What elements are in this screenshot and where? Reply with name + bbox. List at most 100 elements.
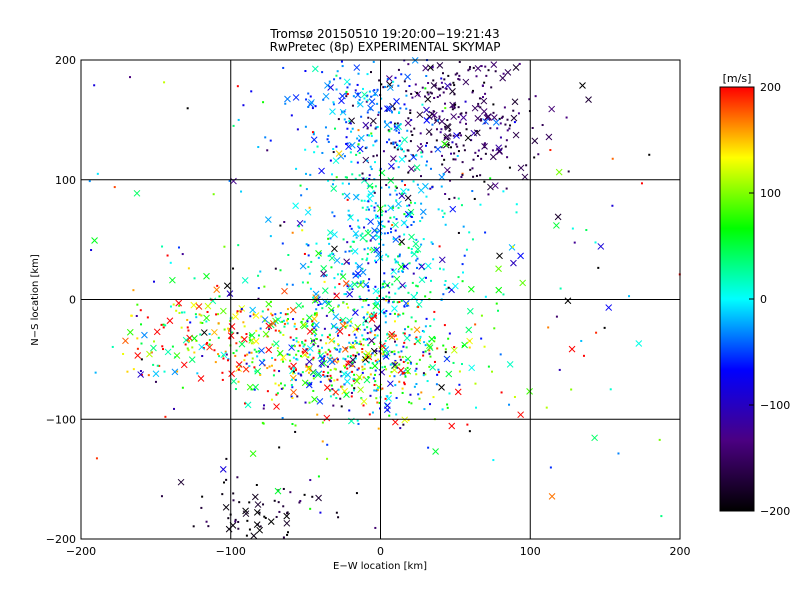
data-point <box>617 452 620 455</box>
data-point <box>406 362 409 365</box>
data-point <box>394 361 397 364</box>
data-point <box>345 363 348 366</box>
data-point <box>416 183 419 186</box>
data-point <box>356 265 359 268</box>
data-point <box>342 238 345 241</box>
data-point <box>380 286 383 289</box>
data-point <box>273 499 276 502</box>
data-point <box>475 75 478 78</box>
data-point <box>317 345 320 348</box>
data-point <box>443 158 446 161</box>
data-point <box>363 199 366 202</box>
data-point-x <box>568 345 576 353</box>
data-point-x <box>326 356 334 364</box>
data-point <box>284 313 287 316</box>
data-point-x <box>292 94 300 101</box>
data-point <box>473 197 476 200</box>
data-point-x <box>153 328 161 336</box>
data-point <box>236 310 239 313</box>
data-point-x <box>419 208 427 216</box>
data-point <box>308 272 311 275</box>
data-point-x <box>430 82 438 89</box>
data-point <box>289 359 292 362</box>
data-point <box>423 95 426 98</box>
data-point <box>422 354 425 357</box>
data-point <box>256 355 259 358</box>
data-point <box>257 287 260 290</box>
data-point <box>320 346 323 349</box>
data-point <box>311 107 314 110</box>
data-point <box>354 89 357 92</box>
data-point <box>301 342 304 345</box>
data-point <box>367 134 370 137</box>
data-point-x <box>232 313 239 321</box>
data-point-x <box>635 340 643 347</box>
data-point <box>329 350 332 353</box>
data-point <box>340 60 343 63</box>
data-point <box>389 121 392 124</box>
data-point <box>303 493 306 496</box>
data-point <box>363 226 366 229</box>
data-point <box>347 262 350 265</box>
data-point <box>251 357 254 360</box>
data-point <box>221 493 224 496</box>
data-point <box>370 134 373 137</box>
data-point <box>250 342 253 345</box>
data-point <box>389 363 392 366</box>
data-point-x <box>336 328 344 335</box>
data-point <box>460 204 463 207</box>
data-point <box>485 74 488 77</box>
data-point <box>580 339 583 342</box>
data-point <box>352 389 355 392</box>
data-point <box>419 263 422 266</box>
data-point <box>279 331 282 334</box>
data-point <box>359 280 362 283</box>
data-point <box>444 348 447 351</box>
data-point <box>225 478 228 481</box>
data-point <box>461 271 464 274</box>
data-point-x <box>191 334 198 342</box>
data-point <box>443 212 446 215</box>
data-point <box>424 144 427 147</box>
data-point <box>360 397 363 400</box>
data-point <box>409 109 412 112</box>
data-point <box>407 188 410 191</box>
data-point <box>549 466 552 469</box>
data-point <box>295 353 298 356</box>
data-point <box>460 112 463 115</box>
data-point <box>369 108 372 111</box>
data-point <box>186 326 189 329</box>
data-point <box>152 340 155 343</box>
data-point <box>324 351 327 354</box>
data-point <box>415 238 418 241</box>
data-point <box>354 177 357 180</box>
data-point <box>425 142 428 145</box>
data-point <box>425 75 428 78</box>
data-point <box>394 292 397 295</box>
data-point <box>382 355 385 358</box>
data-point <box>398 111 401 114</box>
data-point <box>286 318 289 321</box>
data-point <box>281 242 284 245</box>
data-point-x <box>397 367 405 374</box>
data-point <box>350 130 353 133</box>
colorbar-tick-label: −100 <box>760 399 790 412</box>
data-point <box>335 511 338 514</box>
data-point <box>378 242 381 245</box>
data-point <box>280 387 283 390</box>
data-point <box>416 251 419 254</box>
data-point <box>658 438 661 441</box>
data-point-x <box>321 287 329 294</box>
data-point-x <box>324 82 331 89</box>
data-point <box>369 313 372 316</box>
x-tick-label: −200 <box>66 545 96 558</box>
data-point <box>502 72 505 75</box>
plot-frame <box>80 59 681 540</box>
data-point <box>163 370 166 373</box>
data-point <box>377 427 380 430</box>
data-point <box>391 268 394 271</box>
data-point <box>480 65 483 68</box>
data-point-x <box>244 401 252 409</box>
data-point-x <box>372 287 380 295</box>
data-point <box>269 300 272 303</box>
